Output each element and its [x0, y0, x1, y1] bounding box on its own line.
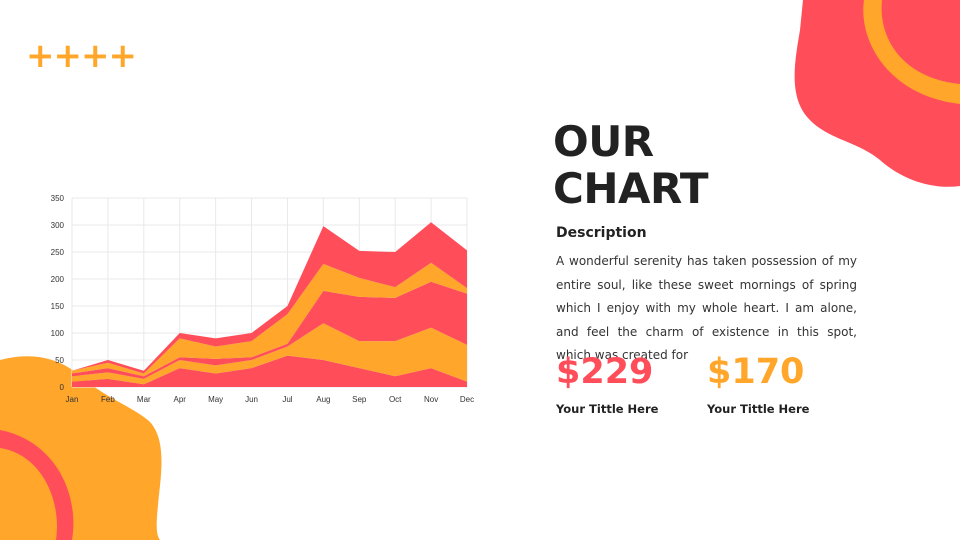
x-tick-label-0: Jan	[66, 395, 79, 404]
x-tick-label-2: Mar	[137, 395, 151, 404]
chart-areas	[72, 222, 467, 387]
x-tick-label-9: Oct	[389, 395, 402, 404]
y-tick-label-3: 150	[51, 302, 65, 311]
top-right-blob	[794, 0, 960, 187]
x-tick-label-5: Jun	[245, 395, 258, 404]
plus-signs-decoration: ++++	[26, 36, 137, 76]
area-series-1	[72, 355, 467, 387]
area-series-5	[72, 222, 467, 374]
stat-block-2: $170 Your Tittle Here	[707, 352, 809, 416]
x-tick-label-7: Aug	[316, 395, 330, 404]
stat-label-1: Your Tittle Here	[556, 402, 659, 416]
area-series-2	[72, 323, 467, 385]
x-tick-label-4: May	[208, 395, 223, 404]
title-line-1: OUR	[553, 117, 654, 166]
y-tick-label-4: 200	[51, 275, 65, 284]
bottom-left-blob	[0, 356, 162, 540]
x-tick-label-6: Jul	[282, 395, 292, 404]
x-tick-label-10: Nov	[424, 395, 438, 404]
top-right-ring	[863, 0, 960, 104]
y-tick-label-5: 250	[51, 248, 65, 257]
stat-block-1: $229 Your Tittle Here	[556, 352, 658, 416]
x-tick-label-8: Sep	[352, 395, 367, 404]
stat-label-2: Your Tittle Here	[707, 402, 810, 416]
y-tick-label-1: 50	[55, 356, 64, 365]
stat-value-2: $170	[707, 352, 805, 392]
y-tick-label-2: 100	[51, 329, 65, 338]
y-tick-label-7: 350	[51, 194, 65, 203]
y-tick-label-0: 0	[60, 383, 65, 392]
y-axis-ticks: 0 50 100 150 200 250 300 350	[51, 194, 65, 392]
x-tick-label-11: Dec	[460, 395, 474, 404]
description-heading: Description	[556, 225, 647, 241]
y-tick-label-6: 300	[51, 221, 65, 230]
area-series-4	[72, 262, 467, 377]
description-body: A wonderful serenity has taken possessio…	[556, 254, 857, 362]
title-line-2: CHART	[553, 164, 709, 213]
area-series-3	[72, 281, 467, 379]
stat-value-1: $229	[556, 352, 654, 392]
x-tick-label-3: Apr	[174, 395, 187, 404]
x-tick-label-1: Feb	[101, 395, 115, 404]
page-title: OUR CHART	[553, 117, 709, 213]
bottom-left-ring	[0, 430, 74, 540]
x-axis-ticks: Jan Feb Mar Apr May Jun Jul Aug Sep Oct Nov Dec	[66, 395, 475, 404]
